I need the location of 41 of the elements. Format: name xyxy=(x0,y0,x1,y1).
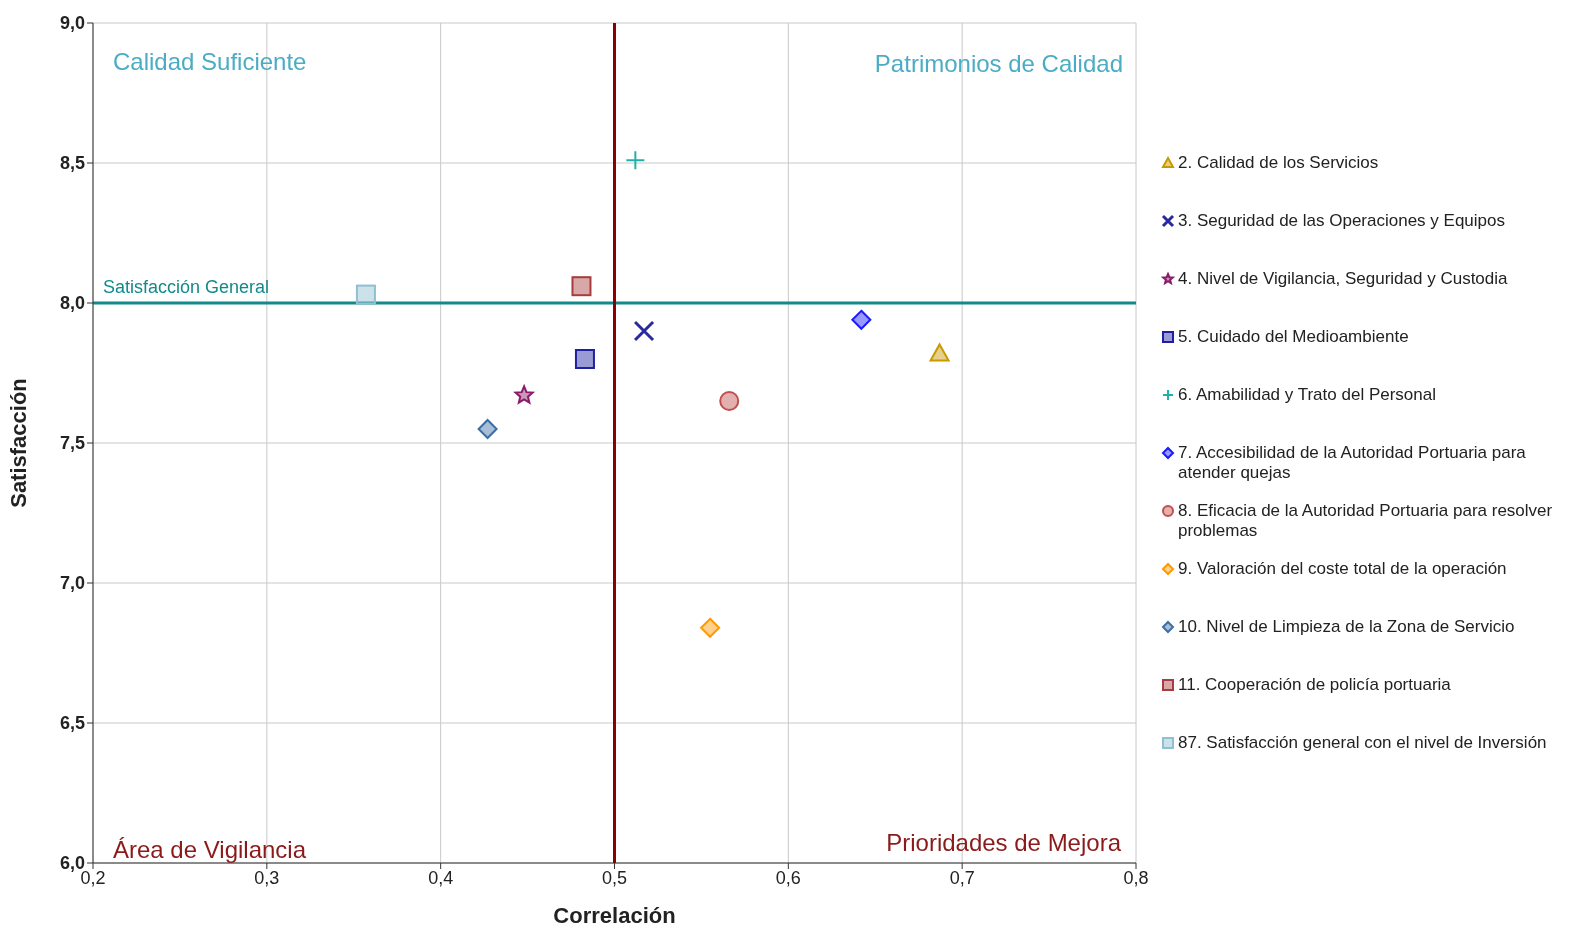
point xyxy=(633,320,655,342)
legend-label: 8. Eficacia de la Autoridad Portuaria para resolver problemas xyxy=(1178,501,1554,541)
point xyxy=(355,284,376,305)
ref-line-label: Satisfacción General xyxy=(103,277,270,297)
y-tick-label: 8,0 xyxy=(59,293,85,314)
point xyxy=(929,343,950,362)
annotation: Área de Vigilancia xyxy=(113,836,307,863)
annotation: Patrimonios de Calidad xyxy=(874,50,1123,77)
legend-label: 5. Cuidado del Medioambiente xyxy=(1178,327,1409,347)
y-tick-label: 6,5 xyxy=(59,713,85,734)
legend-label: 9. Valoración del coste total de la operación xyxy=(1178,559,1507,579)
point xyxy=(851,309,872,330)
point xyxy=(719,391,740,411)
x-tick-label: 0,6 xyxy=(775,867,801,888)
annotation: Prioridades de Mejora xyxy=(886,829,1122,856)
legend-label: 10. Nivel de Limpieza de la Zona de Servicio xyxy=(1178,617,1515,637)
legend-label: 4. Nivel de Vigilancia, Seguridad y Custodia xyxy=(1178,269,1508,289)
point xyxy=(700,617,721,638)
y-tick-label: 8,5 xyxy=(59,153,85,174)
point xyxy=(574,349,595,369)
point xyxy=(625,150,646,171)
point xyxy=(571,276,592,297)
legend-label: 3. Seguridad de las Operaciones y Equipos xyxy=(1178,211,1505,231)
legend-label: 6. Amabilidad y Trato del Personal xyxy=(1178,385,1436,405)
x-tick-label: 0,4 xyxy=(428,867,454,888)
annotation: Calidad Suficiente xyxy=(113,48,307,75)
y-tick-label: 7,5 xyxy=(59,433,85,454)
x-axis-title: Correlación xyxy=(553,903,676,928)
x-tick-label: 0,3 xyxy=(254,867,280,888)
x-tick-label: 0,7 xyxy=(949,867,975,888)
legend-label: 2. Calidad de los Servicios xyxy=(1178,153,1379,173)
y-tick-label: 7,0 xyxy=(59,573,85,594)
legend-label: 87. Satisfacción general con el nivel de Inversión xyxy=(1178,733,1547,753)
x-tick-label: 0,8 xyxy=(1123,867,1149,888)
x-tick-label: 0,5 xyxy=(601,867,628,888)
legend-label: 7. Accesibilidad de la Autoridad Portuaria para atender quejas xyxy=(1178,443,1527,483)
y-axis-title: Satisfacción xyxy=(5,378,31,508)
y-tick-label: 9,0 xyxy=(59,13,85,34)
point xyxy=(514,385,534,404)
point xyxy=(477,419,498,439)
legend-label: 11. Cooperación de policía portuaria xyxy=(1178,675,1451,695)
